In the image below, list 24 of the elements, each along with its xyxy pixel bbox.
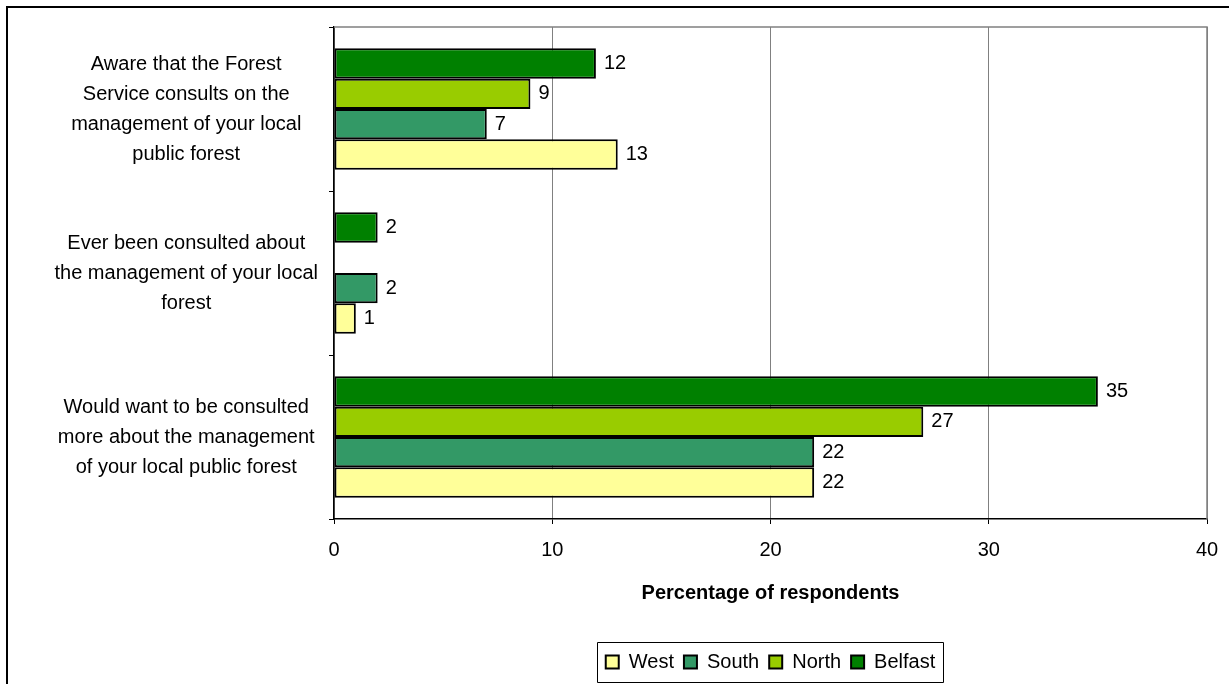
legend-label: West [628, 649, 675, 672]
data-label: 35 [1105, 379, 1129, 402]
x-tick-label: 20 [759, 537, 782, 560]
data-label: 13 [625, 142, 648, 165]
legend-label: Belfast [874, 649, 936, 672]
data-label: 7 [494, 111, 506, 134]
y-tick-label: Aware that the Forest Service consults on the management of your local public forest [71, 51, 302, 164]
data-label: 27 [931, 409, 954, 432]
x-tick-label: 0 [328, 537, 340, 560]
x-tick-label: 10 [541, 537, 564, 560]
data-label: 2 [385, 275, 397, 298]
data-label: 2 [385, 215, 397, 238]
legend-label: South [706, 649, 760, 672]
data-label: 22 [822, 439, 845, 462]
x-tick-label: 40 [1195, 537, 1219, 560]
y-tick-label: Would want to be consulted more about the management of your local public forest [57, 394, 316, 477]
legend-label: North [792, 649, 842, 672]
data-label: 1 [363, 306, 375, 329]
x-tick-label: 30 [977, 537, 1000, 560]
x-axis-title: Percentage of respondents [641, 580, 900, 603]
data-label: 9 [538, 81, 550, 104]
y-tick-label: Ever been consulted about the management of your local forest [54, 230, 319, 313]
data-label: 22 [822, 470, 845, 493]
data-label: 12 [603, 51, 627, 74]
